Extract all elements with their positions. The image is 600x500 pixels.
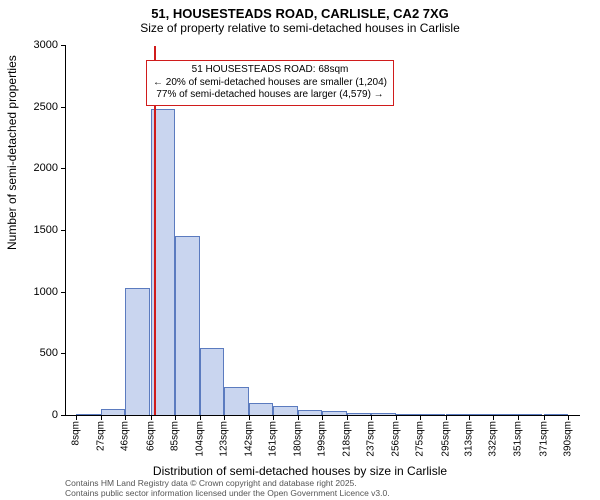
x-tick-label: 85sqm (170, 415, 181, 451)
x-tick-label: 27sqm (95, 415, 106, 451)
annotation-line-3: 77% of semi-detached houses are larger (… (153, 89, 387, 102)
x-tick-label: 351sqm (512, 415, 523, 457)
footer: Contains HM Land Registry data © Crown c… (65, 478, 390, 498)
chart-container: 51, HOUSESTEADS ROAD, CARLISLE, CA2 7XG … (0, 0, 600, 500)
chart-area: 050010001500200025003000 8sqm27sqm46sqm6… (65, 46, 580, 416)
y-tick-label: 1000 (34, 286, 66, 298)
x-tick-label: 199sqm (317, 415, 328, 457)
y-tick-label: 2000 (34, 162, 66, 174)
x-tick-label: 237sqm (366, 415, 377, 457)
bar (175, 236, 199, 415)
y-tick-label: 3000 (34, 39, 66, 51)
y-tick-label: 500 (40, 347, 66, 359)
x-tick-label: 275sqm (415, 415, 426, 457)
x-tick-label: 390sqm (563, 415, 574, 457)
x-tick-label: 332sqm (488, 415, 499, 457)
y-tick-label: 1500 (34, 224, 66, 236)
x-tick-label: 123sqm (219, 415, 230, 457)
x-tick-label: 256sqm (390, 415, 401, 457)
bar (125, 288, 149, 415)
plot-region: 050010001500200025003000 8sqm27sqm46sqm6… (65, 46, 580, 416)
title-line-2: Size of property relative to semi-detach… (0, 21, 600, 39)
x-tick-label: 218sqm (341, 415, 352, 457)
x-tick-label: 295sqm (440, 415, 451, 457)
annotation-line-1: 51 HOUSESTEADS ROAD: 68sqm (153, 64, 387, 77)
x-tick-label: 161sqm (268, 415, 279, 457)
annotation-box: 51 HOUSESTEADS ROAD: 68sqm ← 20% of semi… (146, 60, 394, 106)
x-axis-label: Distribution of semi-detached houses by … (153, 464, 447, 478)
bar (273, 406, 297, 415)
x-tick-label: 142sqm (243, 415, 254, 457)
bar (200, 348, 224, 415)
x-tick-label: 46sqm (120, 415, 131, 451)
title-line-1: 51, HOUSESTEADS ROAD, CARLISLE, CA2 7XG (0, 0, 600, 21)
x-tick-label: 180sqm (292, 415, 303, 457)
footer-line-2: Contains public sector information licen… (65, 488, 390, 498)
x-tick-label: 8sqm (71, 415, 82, 445)
footer-line-1: Contains HM Land Registry data © Crown c… (65, 478, 390, 488)
annotation-line-2: ← 20% of semi-detached houses are smalle… (153, 77, 387, 90)
y-axis-label: Number of semi-detached properties (5, 55, 19, 250)
x-tick-label: 104sqm (194, 415, 205, 457)
bar (249, 403, 273, 415)
bar (224, 387, 248, 415)
y-tick-label: 0 (52, 409, 66, 421)
x-tick-label: 371sqm (538, 415, 549, 457)
y-tick-label: 2500 (34, 101, 66, 113)
x-tick-label: 313sqm (463, 415, 474, 457)
x-tick-label: 66sqm (145, 415, 156, 451)
